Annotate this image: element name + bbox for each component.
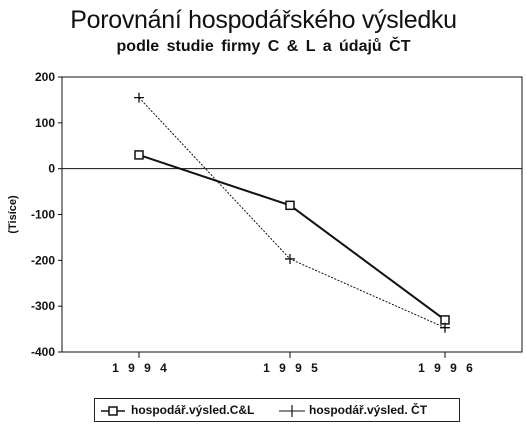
data-point-cl	[285, 200, 295, 211]
y-tick-label: 0	[48, 162, 55, 176]
x-tick-label: 1 9 9 6	[418, 361, 476, 375]
plot-frame	[61, 76, 523, 353]
legend-marker-square	[108, 406, 118, 416]
data-point-ct	[285, 253, 295, 264]
y-tick-label: 100	[35, 116, 55, 130]
x-tick-label: 1 9 9 4	[112, 361, 170, 375]
y-tick-label: -300	[31, 299, 55, 313]
y-axis-label: (Tisíce)	[7, 195, 19, 234]
chart-title: Porovnání hospodářského výsledku	[70, 6, 457, 34]
chart-legend: hospodář.výsled.C&L hospodář.výsled. ČT	[94, 398, 460, 422]
y-tick-label: 200	[35, 70, 55, 84]
data-point-ct	[134, 92, 144, 103]
chart-subtitle: podle studie firmy C & L a údajů ČT	[116, 38, 411, 55]
series-line-cl	[138, 153, 446, 321]
y-tick-label: -400	[31, 345, 55, 359]
y-tick-label: -100	[31, 208, 55, 222]
y-tick-label: -200	[31, 253, 55, 267]
legend-label-ct: hospodář.výsled. ČT	[309, 403, 428, 417]
legend-swatches	[101, 405, 305, 417]
legend-label-cl: hospodář.výsled.C&L	[131, 403, 255, 417]
data-point-ct	[440, 322, 450, 333]
data-point-cl	[134, 150, 144, 160]
x-tick-label: 1 9 9 5	[263, 361, 321, 375]
series-line-ct	[138, 97, 446, 329]
